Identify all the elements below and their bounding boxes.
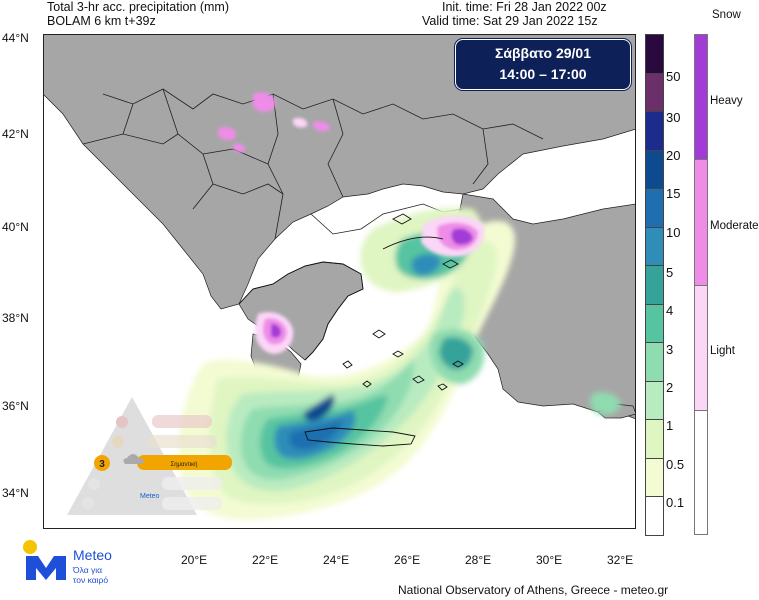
lon-label: 20°E — [181, 553, 208, 567]
rain-cloud-icon — [123, 454, 144, 464]
colorbar-label: 1 — [666, 418, 674, 433]
colorbar-label: 15 — [666, 186, 681, 201]
colorbar-segment — [645, 457, 664, 498]
snow-colorbar-segment — [694, 34, 708, 161]
forecast-hours: 14:00 – 17:00 — [499, 66, 587, 82]
init-time: Init. time: Fri 28 Jan 2022 00z — [442, 0, 607, 14]
colorbar-segment — [645, 303, 664, 344]
colorbar-label: 20 — [666, 148, 681, 163]
colorbar-label: 50 — [666, 69, 681, 84]
lon-label: 32°E — [607, 553, 634, 567]
snow-colorbar — [694, 34, 708, 535]
colorbar-segment — [645, 72, 664, 113]
logo-tagline-1: Όλα για — [72, 565, 102, 575]
lat-label: 36°N — [2, 399, 29, 413]
colorbar-label: 30 — [666, 110, 681, 125]
snow-colorbar-segment — [694, 159, 708, 286]
lon-label: 28°E — [465, 553, 492, 567]
valid-time: Valid time: Sat 29 Jan 2022 15z — [422, 14, 598, 28]
lat-label: 44°N — [2, 31, 29, 45]
colorbar-label: 2 — [666, 380, 674, 395]
colorbar-segment — [645, 380, 664, 421]
lat-label: 42°N — [2, 127, 29, 141]
lon-label: 24°E — [323, 553, 350, 567]
precipitation-colorbar — [645, 34, 664, 536]
colorbar-segment — [645, 149, 664, 190]
risk-level-scale: 3 Σημαντική Meteo — [62, 395, 237, 520]
lon-label: 22°E — [252, 553, 279, 567]
snow-field — [218, 92, 485, 354]
colorbar-segment — [645, 226, 664, 267]
lat-label: 34°N — [2, 486, 29, 500]
snow-colorbar-segment — [694, 284, 708, 411]
colorbar-label: 0.5 — [666, 457, 685, 472]
risk-active-label: Σημαντική — [170, 461, 197, 468]
precipitation-field — [179, 207, 621, 520]
colorbar-segment — [645, 265, 664, 305]
forecast-period-box: Σάββατο 29/01 14:00 – 17:00 — [455, 39, 631, 90]
risk-active-level: 3 — [99, 459, 105, 470]
snow-class-label: Heavy — [710, 95, 743, 107]
lat-label: 40°N — [2, 220, 29, 234]
colorbar-segment — [645, 419, 664, 459]
meteo-logo: Meteo Όλα για τον καιρό — [22, 540, 152, 588]
colorbar-segment — [645, 34, 664, 74]
lat-label: 38°N — [2, 311, 29, 325]
coastlines — [238, 213, 464, 447]
colorbar-segment — [645, 111, 664, 151]
colorbar-label: 5 — [666, 265, 674, 280]
snow-colorbar-segment — [694, 409, 708, 535]
snow-class-label: Light — [710, 345, 735, 357]
snow-class-label: Moderate — [710, 220, 759, 232]
footer-credit: National Observatory of Athens, Greece -… — [398, 583, 669, 597]
risk-logo-text: Meteo — [140, 493, 160, 500]
colorbar-label: 3 — [666, 342, 674, 357]
map-title: Total 3-hr acc. precipitation (mm) — [47, 0, 230, 14]
lon-label: 30°E — [536, 553, 563, 567]
colorbar-segment — [645, 496, 664, 536]
model-label: BOLAM 6 km t+39z — [47, 14, 156, 28]
snow-colorbar-title: Snow — [712, 9, 741, 21]
forecast-day: Σάββατο 29/01 — [494, 45, 592, 61]
colorbar-segment — [645, 342, 664, 382]
colorbar-label: 4 — [666, 303, 674, 318]
logo-name: Meteo — [73, 547, 112, 563]
colorbar-segment — [645, 188, 664, 228]
lon-label: 26°E — [394, 553, 421, 567]
logo-tagline-2: τον καιρό — [73, 575, 108, 585]
colorbar-label: 0.1 — [666, 495, 685, 510]
colorbar-label: 10 — [666, 225, 681, 240]
